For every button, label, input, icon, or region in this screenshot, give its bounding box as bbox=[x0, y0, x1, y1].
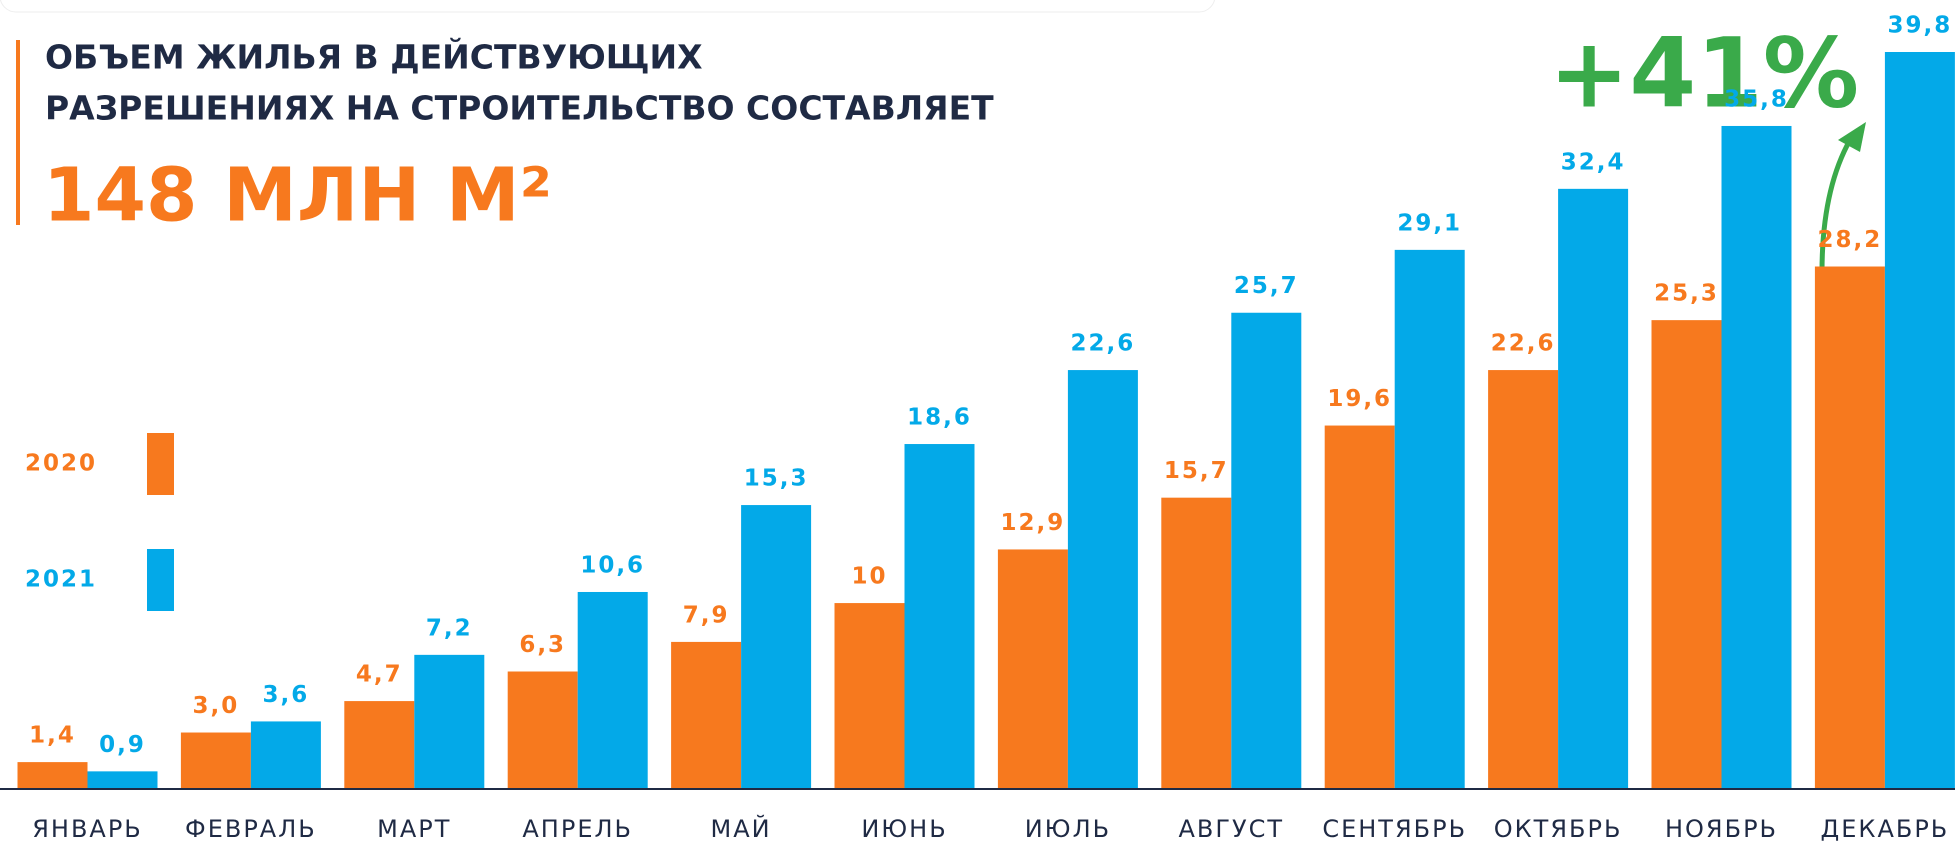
value-label: 4,7 bbox=[356, 662, 403, 688]
bar bbox=[87, 771, 158, 788]
bar bbox=[741, 505, 812, 788]
value-label: 1,4 bbox=[29, 723, 76, 749]
bar bbox=[997, 549, 1068, 788]
value-label: 25,7 bbox=[1234, 273, 1299, 299]
title-line: ОБЪЕМ ЖИЛЬЯ В ДЕЙСТВУЮЩИХ bbox=[45, 37, 703, 77]
x-tick-label: АВГУСТ bbox=[1179, 815, 1285, 843]
value-label: 12,9 bbox=[1001, 510, 1066, 536]
bar bbox=[1231, 312, 1302, 788]
bar bbox=[671, 641, 742, 788]
x-tick-label: ФЕВРАЛЬ bbox=[185, 815, 317, 843]
arrow-head bbox=[1838, 122, 1866, 152]
x-tick-label: ЯНВАРЬ bbox=[32, 815, 143, 843]
value-label: 3,6 bbox=[263, 682, 310, 708]
bar bbox=[507, 671, 578, 788]
bar bbox=[180, 732, 251, 788]
title-line: РАЗРЕШЕНИЯХ НА СТРОИТЕЛЬСТВО СОСТАВЛЯЕТ bbox=[45, 89, 994, 128]
value-label: 3,0 bbox=[193, 693, 240, 719]
bar bbox=[1884, 52, 1955, 788]
value-label: 35,8 bbox=[1724, 86, 1789, 112]
subtitle: 148 МЛН М² bbox=[43, 153, 552, 239]
bar bbox=[1161, 497, 1232, 788]
value-label: 10,6 bbox=[580, 552, 645, 578]
bar bbox=[834, 603, 905, 788]
bar bbox=[1324, 425, 1395, 788]
bar bbox=[344, 701, 415, 788]
arrow bbox=[1819, 138, 1853, 273]
bar bbox=[414, 654, 485, 788]
value-label: 22,6 bbox=[1491, 331, 1556, 357]
value-label: 29,1 bbox=[1397, 210, 1462, 236]
bar bbox=[1394, 249, 1465, 788]
legend-swatch bbox=[147, 549, 174, 611]
value-label: 32,4 bbox=[1561, 149, 1626, 175]
x-tick-label: МАРТ bbox=[377, 815, 451, 843]
legend-label: 2020 bbox=[25, 451, 97, 477]
x-tick-label: СЕНТЯБРЬ bbox=[1322, 815, 1467, 843]
bar bbox=[1721, 125, 1792, 788]
accent-bar bbox=[16, 40, 20, 225]
value-label: 7,2 bbox=[426, 615, 473, 641]
value-label: 10 bbox=[851, 564, 887, 590]
bar bbox=[1067, 370, 1138, 788]
top-card bbox=[0, 0, 1216, 13]
bar bbox=[1651, 320, 1722, 788]
bar bbox=[250, 721, 321, 788]
value-label: 22,6 bbox=[1071, 331, 1136, 357]
x-tick-label: МАЙ bbox=[711, 814, 772, 843]
legend-label: 2021 bbox=[25, 567, 97, 593]
x-tick-label: ОКТЯБРЬ bbox=[1494, 815, 1623, 843]
bar bbox=[577, 591, 648, 788]
value-label: 25,3 bbox=[1654, 281, 1719, 307]
value-label: 0,9 bbox=[99, 732, 146, 758]
value-label: 19,6 bbox=[1327, 386, 1392, 412]
bar bbox=[17, 762, 88, 788]
value-label: 18,6 bbox=[907, 405, 972, 431]
legend-swatch bbox=[147, 433, 174, 495]
growth-annotation: +41% bbox=[1549, 17, 1859, 129]
value-label: 6,3 bbox=[519, 632, 566, 658]
x-tick-label: АПРЕЛЬ bbox=[522, 815, 633, 843]
bar bbox=[904, 444, 975, 788]
value-label: 28,2 bbox=[1818, 227, 1883, 253]
value-label: 15,7 bbox=[1164, 458, 1229, 484]
x-tick-label: ДЕКАБРЬ bbox=[1821, 815, 1950, 843]
x-tick-label: ИЮЛЬ bbox=[1025, 815, 1111, 843]
value-label: 39,8 bbox=[1888, 13, 1953, 39]
value-label: 15,3 bbox=[744, 466, 809, 492]
x-tick-label: НОЯБРЬ bbox=[1665, 815, 1778, 843]
value-label: 7,9 bbox=[683, 602, 730, 628]
bar bbox=[1558, 188, 1629, 788]
x-tick-label: ИЮНЬ bbox=[861, 815, 947, 843]
bar bbox=[1814, 266, 1885, 788]
bar bbox=[1488, 370, 1559, 788]
